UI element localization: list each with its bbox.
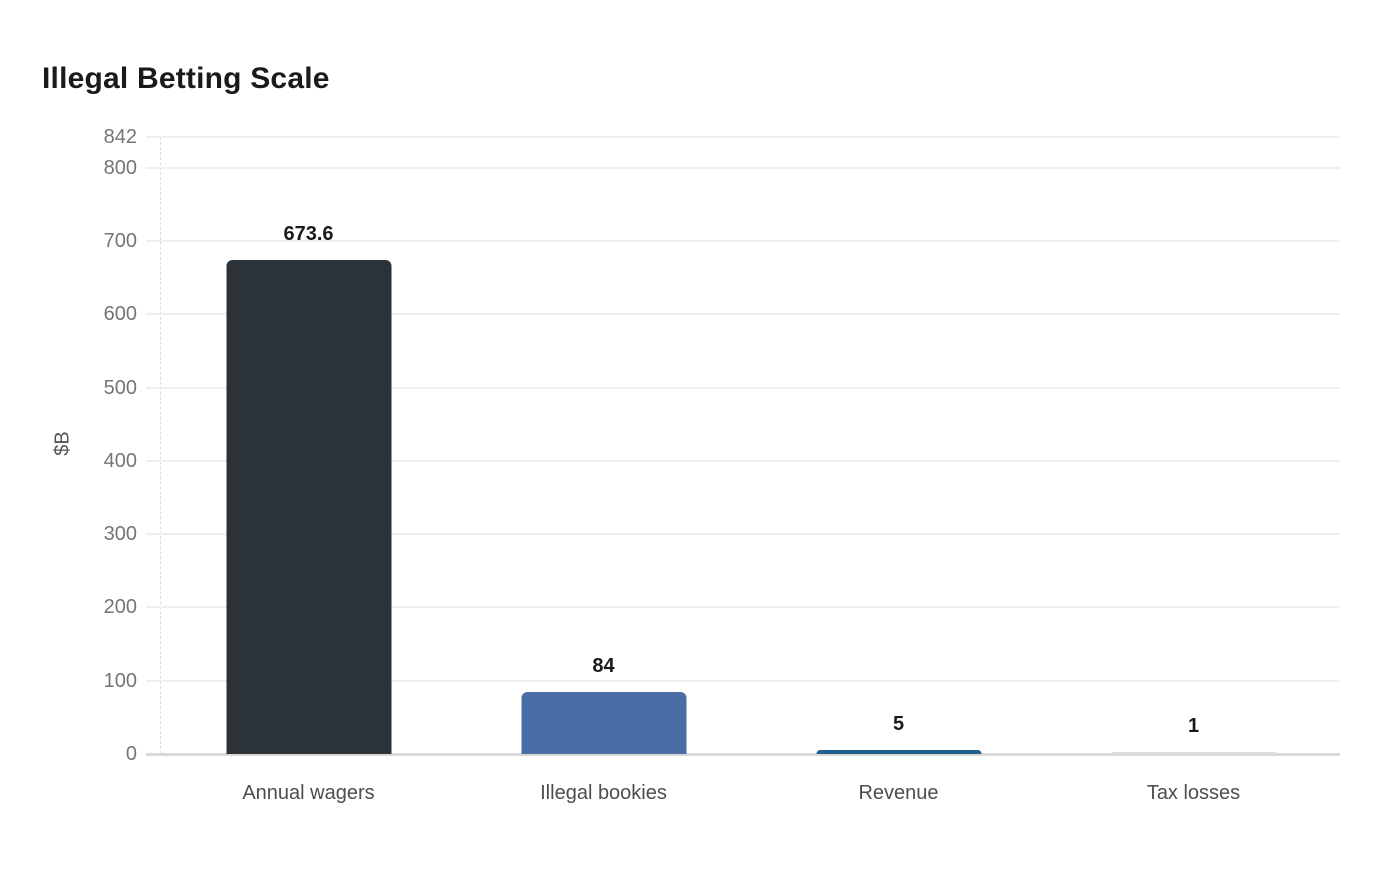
bar-slot-0: 673.6 Annual wagers [161,137,456,804]
bar-revenue [816,750,981,754]
y-tick-label-0: 0 [125,743,137,765]
y-tick-label-400: 400 [103,449,137,472]
y-tick-label-700: 700 [103,230,137,253]
y-tick-label-100: 100 [103,669,137,692]
bar-annual-wagers [226,260,391,754]
gridline-200 [146,606,1340,609]
bar-slot-1: 84 Illegal bookies [456,137,751,804]
value-label-1: 84 [592,655,615,678]
gridline-600 [146,313,1340,316]
value-label-0: 673.6 [283,223,334,246]
y-tick-label-200: 200 [103,596,137,619]
y-tick-label-500: 500 [103,376,137,399]
gridline-500 [146,386,1340,389]
value-label-3: 1 [1187,715,1200,737]
x-axis-line [146,753,1340,756]
gridline-100 [146,679,1340,682]
plot-area: 0 100 200 300 400 500 600 700 800 842 673.6 Annual … [104,126,1341,804]
bar-illegal-bookies [521,692,686,754]
y-axis-label: $B [51,431,74,456]
y-tick-label-842: 842 [103,126,137,148]
category-label-1: Illegal bookies [540,782,667,804]
category-label-2: Revenue [858,782,939,804]
gridline-700 [146,240,1340,243]
y-tick-label-600: 600 [103,303,137,326]
gridline-800 [146,166,1340,169]
gridline-400 [146,459,1340,462]
gridline-300 [146,533,1340,536]
bar-slot-2: 5 Revenue [751,137,1046,804]
gridline-842 [146,136,1340,138]
y-tick-label-300: 300 [103,523,137,546]
value-label-2: 5 [892,713,905,736]
category-label-0: Annual wagers [242,782,375,804]
bar-tax-losses [1111,752,1276,754]
y-tick-label-800: 800 [103,156,137,179]
bar-slot-3: 1 Tax losses [1046,137,1341,804]
category-label-3: Tax losses [1146,782,1241,804]
chart-title: Illegal Betting Scale [42,62,330,95]
